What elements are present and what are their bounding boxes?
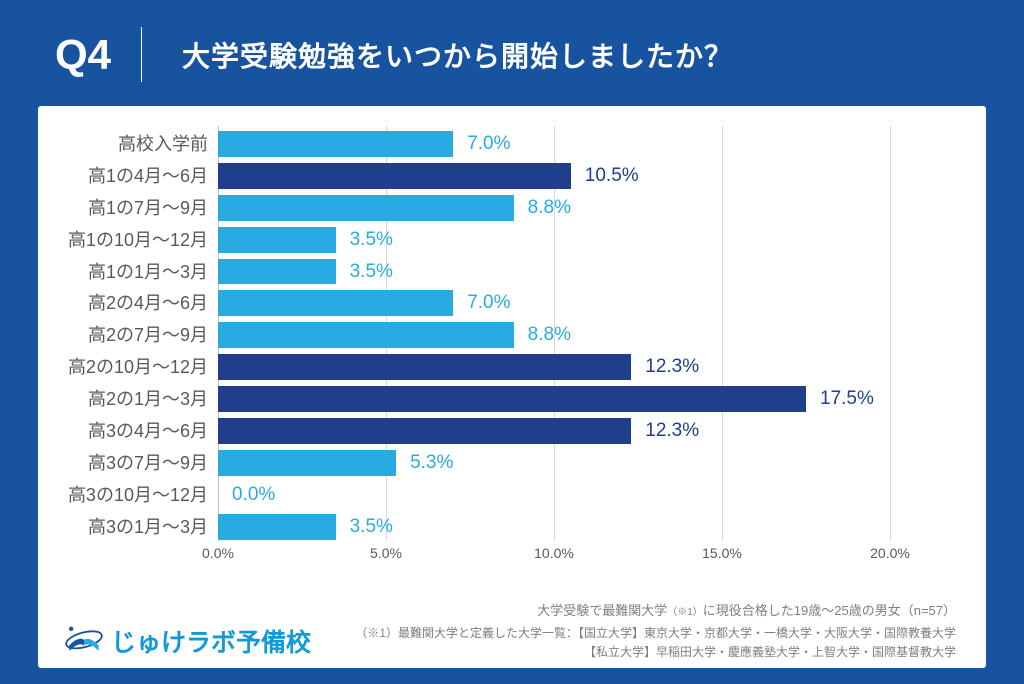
bar-value-label: 7.0% <box>453 133 510 155</box>
bar-category-label: 高2の4月～6月 <box>88 294 218 312</box>
footnote-def-line1: 【国立大学】東京大学・京都大学・一橋大学・大阪大学・国際教養大学 <box>578 626 956 640</box>
bar-value-label: 8.8% <box>514 324 571 346</box>
bar-category-label: 高1の1月～3月 <box>88 263 218 281</box>
bar: 8.8% <box>218 322 514 348</box>
bar-value-label: 17.5% <box>806 388 874 410</box>
bar-category-label: 高3の7月～9月 <box>88 454 218 472</box>
bar-category-label: 高3の4月～6月 <box>88 422 218 440</box>
bar-value-label: 10.5% <box>571 165 639 187</box>
question-header: Q4 大学受験勉強をいつから開始しましたか？ <box>5 5 1019 106</box>
logo: じゅけラボ予備校 <box>62 619 311 662</box>
bar-row: 高1の10月～12月3.5% <box>218 224 946 256</box>
bar: 12.3% <box>218 418 631 444</box>
bar: 3.5% <box>218 514 336 540</box>
bar-row: 高1の4月～6月10.5% <box>218 160 946 192</box>
bar-value-label: 3.5% <box>336 516 393 538</box>
bar: 3.5% <box>218 227 336 253</box>
axis-tick-label: 5.0% <box>370 545 402 561</box>
bar-row: 高1の1月～3月3.5% <box>218 256 946 288</box>
bar: 3.5% <box>218 259 336 285</box>
bar-value-label: 0.0% <box>218 484 275 506</box>
bar-value-label: 7.0% <box>453 292 510 314</box>
bar-category-label: 高3の1月～3月 <box>88 518 218 536</box>
axis-tick-label: 0.0% <box>202 545 234 561</box>
chart-panel: 高校入学前7.0%高1の4月～6月10.5%高1の7月～9月8.8%高1の10月… <box>38 106 986 668</box>
bar-row: 高校入学前7.0% <box>218 128 946 160</box>
axis-tick-label: 15.0% <box>702 545 742 561</box>
header-divider <box>141 27 142 82</box>
bar-row: 高2の1月～3月17.5% <box>218 383 946 415</box>
axis-tick-label: 20.0% <box>870 545 910 561</box>
panel-footer: じゅけラボ予備校 大学受験で最難関大学（※1）に現役合格した19歳～25歳の男女… <box>62 601 956 662</box>
footnote-sample: 大学受験で最難関大学（※1）に現役合格した19歳～25歳の男女（n=57） <box>355 601 956 622</box>
bar-value-label: 8.8% <box>514 197 571 219</box>
bar: 5.3% <box>218 450 396 476</box>
bar: 7.0% <box>218 131 453 157</box>
bar-row: 高3の4月～6月12.3% <box>218 415 946 447</box>
bar-category-label: 高2の7月～9月 <box>88 326 218 344</box>
logo-icon <box>62 619 106 662</box>
footnotes: 大学受験で最難関大学（※1）に現役合格した19歳～25歳の男女（n=57） （※… <box>355 601 956 662</box>
bar: 7.0% <box>218 290 453 316</box>
bar-category-label: 高校入学前 <box>118 135 218 153</box>
footnote-definition-1: （※1）最難関大学と定義した大学一覧：【国立大学】東京大学・京都大学・一橋大学・… <box>355 624 956 643</box>
bar-row: 高3の1月～3月3.5% <box>218 511 946 543</box>
bar-row: 高3の7月～9月5.3% <box>218 447 946 479</box>
bar: 17.5% <box>218 386 806 412</box>
bar: 8.8% <box>218 195 514 221</box>
footnote-def-prefix: （※1）最難関大学と定義した大学一覧： <box>355 626 578 640</box>
question-number: Q4 <box>55 31 111 79</box>
bar-row: 高1の7月～9月8.8% <box>218 192 946 224</box>
logo-text: じゅけラボ予備校 <box>111 623 311 659</box>
bar-value-label: 12.3% <box>631 420 699 442</box>
bar-category-label: 高1の10月～12月 <box>68 231 218 249</box>
bar-category-label: 高3の10月～12月 <box>68 486 218 504</box>
chart-area: 高校入学前7.0%高1の4月～6月10.5%高1の7月～9月8.8%高1の10月… <box>218 126 946 561</box>
axis-tick-labels: 0.0%5.0%10.0%15.0%20.0% <box>218 545 946 565</box>
bar-value-label: 3.5% <box>336 261 393 283</box>
bar: 12.3% <box>218 354 631 380</box>
bar-category-label: 高1の4月～6月 <box>88 167 218 185</box>
axis-tick-label: 10.0% <box>534 545 574 561</box>
question-title: 大学受験勉強をいつから開始しましたか？ <box>182 35 733 75</box>
bar-value-label: 5.3% <box>396 452 453 474</box>
bar-category-label: 高2の10月～12月 <box>68 358 218 376</box>
bar-row: 高2の7月～9月8.8% <box>218 319 946 351</box>
bar: 10.5% <box>218 163 571 189</box>
bar-value-label: 3.5% <box>336 229 393 251</box>
footnote-marker: （※1） <box>667 607 703 618</box>
bar-row: 高2の10月～12月12.3% <box>218 351 946 383</box>
bar-category-label: 高2の1月～3月 <box>88 390 218 408</box>
footnote-definition-2: 【私立大学】早稲田大学・慶應義塾大学・上智大学・国際基督教大学 <box>355 643 956 662</box>
bar-category-label: 高1の7月～9月 <box>88 199 218 217</box>
bar-rows: 高校入学前7.0%高1の4月～6月10.5%高1の7月～9月8.8%高1の10月… <box>218 128 946 543</box>
footnote-suffix: に現役合格した19歳～25歳の男女（n=57） <box>703 603 956 618</box>
bar-row: 高3の10月～12月0.0% <box>218 479 946 511</box>
bar-row: 高2の4月～6月7.0% <box>218 287 946 319</box>
bar-value-label: 12.3% <box>631 356 699 378</box>
footnote-target: 大学受験で最難関大学 <box>537 603 667 618</box>
